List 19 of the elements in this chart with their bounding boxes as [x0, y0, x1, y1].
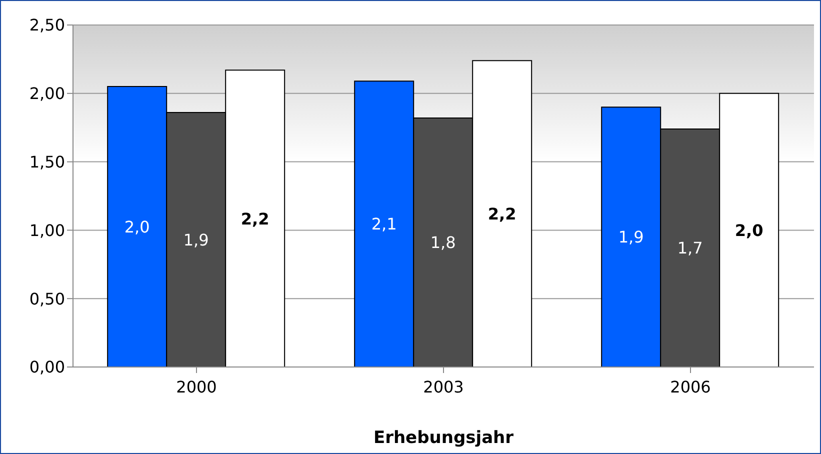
y-tick-label: 0,50 — [29, 289, 65, 308]
data-label: 2,0 — [124, 217, 150, 236]
x-tick-label: 2000 — [176, 377, 217, 396]
data-label: 1,9 — [618, 228, 644, 247]
data-label: 2,1 — [371, 214, 397, 234]
y-tick-label: 2,50 — [29, 16, 65, 35]
data-label: 2,0 — [734, 220, 764, 240]
y-tick-label: 2,00 — [29, 84, 65, 104]
y-tick-label: 0,00 — [29, 358, 65, 377]
data-label: 2,2 — [240, 209, 270, 228]
data-label: 1,8 — [430, 233, 456, 252]
y-tick-label: 1,50 — [29, 152, 65, 172]
x-tick-label: 2003 — [423, 377, 464, 396]
data-label: 1,7 — [677, 238, 703, 258]
y-tick-label: 1,00 — [29, 220, 65, 240]
x-tick-label: 2006 — [670, 377, 711, 396]
data-label: 1,9 — [183, 230, 209, 250]
x-axis-title: Erhebungsjahr — [373, 428, 514, 448]
data-label: 2,2 — [488, 204, 516, 224]
